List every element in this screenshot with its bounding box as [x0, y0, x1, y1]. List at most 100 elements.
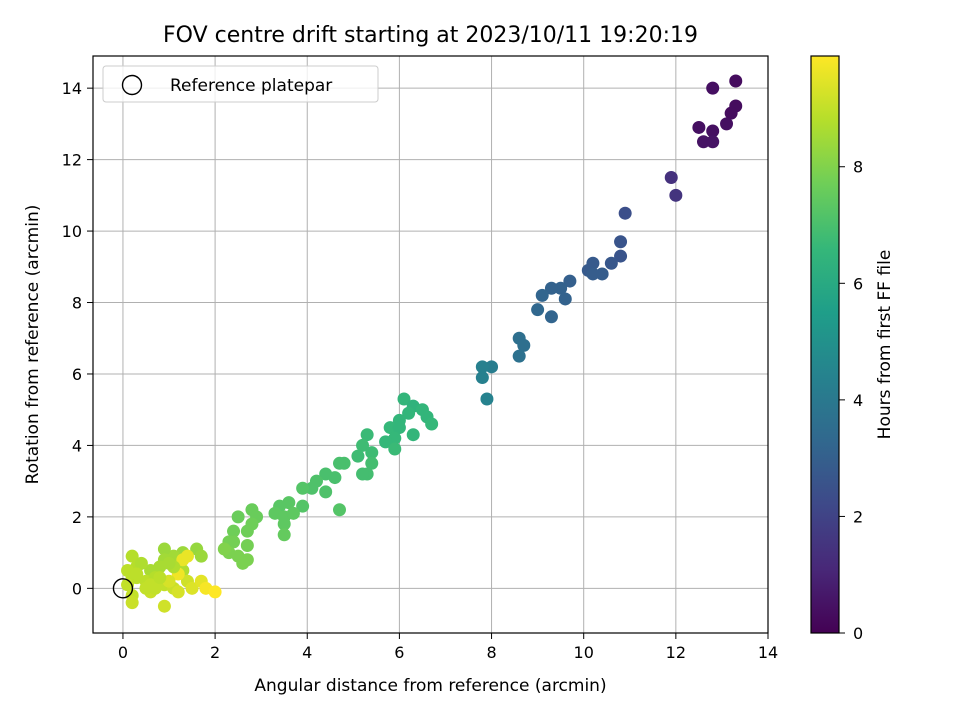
x-axis-label: Angular distance from reference (arcmin)	[254, 676, 606, 696]
x-tick-label: 6	[394, 643, 404, 662]
y-axis: 0 2 4 6 8 10 12 14	[62, 79, 93, 598]
y-axis-label: Rotation from reference (arcmin)	[23, 205, 43, 485]
legend-marker-reference	[121, 74, 143, 96]
x-tick-label: 2	[210, 643, 220, 662]
x-tick-label: 10	[574, 643, 594, 662]
data-point	[240, 538, 254, 552]
data-point	[185, 581, 199, 595]
data-point	[333, 503, 347, 517]
colorbar-tick-label: 6	[853, 274, 863, 293]
data-point	[554, 281, 568, 295]
data-point	[544, 281, 558, 295]
data-point	[614, 235, 628, 249]
data-point	[296, 499, 310, 513]
x-tick-label: 12	[666, 643, 686, 662]
y-tick-label: 6	[72, 365, 82, 384]
colorbar-gradient	[811, 56, 839, 633]
data-point	[604, 256, 618, 270]
data-point	[531, 303, 545, 317]
data-point	[356, 438, 370, 452]
data-point	[729, 74, 743, 88]
x-tick-label: 14	[758, 643, 778, 662]
data-point	[379, 435, 393, 449]
data-point	[277, 528, 291, 542]
data-point	[157, 599, 171, 613]
data-point	[153, 571, 167, 585]
data-point	[669, 188, 683, 202]
data-point	[208, 585, 222, 599]
data-point	[356, 467, 370, 481]
legend: Reference platepar	[102, 65, 379, 103]
data-point	[240, 524, 254, 538]
data-point	[595, 267, 609, 281]
data-point	[392, 421, 406, 435]
data-point	[286, 506, 300, 520]
colorbar-label: Hours from first FF file	[875, 250, 895, 440]
data-point	[130, 567, 144, 581]
reference-marker	[112, 578, 134, 599]
legend-entry-reference: Reference platepar	[170, 76, 332, 96]
data-point	[125, 549, 139, 563]
data-point	[227, 535, 241, 549]
colorbar-ticks: 0 2 4 6 8	[839, 158, 863, 643]
legend-box	[102, 65, 379, 103]
data-point	[171, 585, 185, 599]
data-point	[277, 517, 291, 531]
y-tick-label: 4	[72, 436, 82, 455]
data-point	[425, 417, 439, 431]
data-point	[696, 135, 710, 149]
y-tick-label: 10	[62, 222, 82, 241]
data-point	[664, 170, 678, 184]
data-point	[134, 556, 148, 570]
data-point	[296, 481, 310, 495]
data-point	[618, 206, 632, 220]
data-point	[305, 481, 319, 495]
data-point	[333, 456, 347, 470]
data-point	[217, 542, 231, 556]
data-point	[706, 124, 720, 138]
data-point	[475, 371, 489, 385]
plot-frame	[92, 55, 769, 634]
data-point	[706, 135, 720, 149]
colorbar-frame	[810, 55, 840, 634]
x-tick-label: 4	[302, 643, 312, 662]
data-point	[162, 556, 176, 570]
data-point	[485, 360, 499, 374]
data-point	[535, 288, 549, 302]
data-point	[512, 349, 526, 363]
data-points	[121, 74, 743, 613]
chart-title: FOV centre drift starting at 2023/10/11 …	[163, 23, 698, 48]
colorbar-tick-label: 2	[853, 507, 863, 526]
data-point	[614, 249, 628, 263]
data-point	[121, 578, 135, 592]
data-point	[328, 471, 342, 485]
data-point	[125, 596, 139, 610]
data-point	[558, 292, 572, 306]
data-point	[180, 549, 194, 563]
data-point	[517, 338, 531, 352]
data-point	[319, 485, 333, 499]
colorbar-tick-label: 8	[853, 158, 863, 177]
data-point	[706, 81, 720, 95]
data-point	[720, 117, 734, 131]
data-point	[365, 456, 379, 470]
x-tick-label: 0	[118, 643, 128, 662]
data-point	[544, 310, 558, 324]
data-point	[360, 428, 374, 442]
data-point	[692, 120, 706, 134]
data-point	[194, 549, 208, 563]
data-point	[402, 406, 416, 420]
data-point	[480, 392, 494, 406]
colorbar-tick-label: 4	[853, 391, 863, 410]
data-point	[236, 556, 250, 570]
reference-point	[112, 578, 134, 599]
grid	[93, 56, 769, 633]
y-tick-label: 14	[62, 79, 82, 98]
data-point	[475, 360, 489, 374]
colorbar-tick-label: 0	[853, 624, 863, 643]
data-point	[586, 267, 600, 281]
data-point	[383, 421, 397, 435]
data-point	[724, 106, 738, 120]
data-point	[365, 446, 379, 460]
